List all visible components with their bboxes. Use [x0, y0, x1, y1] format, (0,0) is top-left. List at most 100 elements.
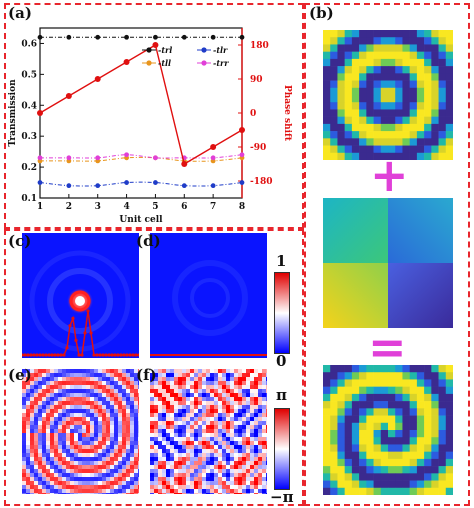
phase-cell — [58, 373, 62, 377]
phase-cell — [126, 493, 130, 494]
phase-cell — [122, 489, 126, 493]
phase-cell — [202, 473, 206, 477]
phase-cell — [254, 425, 258, 429]
phase-cell — [34, 461, 38, 465]
phase-cell — [54, 425, 58, 429]
phase-cell — [186, 437, 190, 441]
phase-cell — [74, 465, 78, 469]
phase-cell — [214, 417, 218, 421]
meta-atom — [409, 401, 418, 409]
meta-atom — [409, 415, 418, 424]
phase-cell — [150, 465, 154, 469]
meta-atom — [337, 415, 345, 424]
phase-cell — [150, 393, 154, 397]
phase-cell — [110, 401, 114, 405]
phase-cell — [78, 417, 82, 421]
meta-atom — [380, 138, 389, 146]
phase-cell — [254, 405, 258, 409]
phase-cell — [106, 393, 110, 397]
meta-atom — [380, 102, 389, 110]
phase-cell — [186, 385, 190, 389]
phase-cell — [30, 381, 34, 385]
meta-atom — [424, 109, 432, 117]
meta-atom — [416, 58, 425, 67]
meta-atom — [366, 401, 374, 409]
phase-cell — [126, 413, 130, 417]
phase-cell — [118, 425, 122, 429]
phase-cell — [250, 389, 254, 393]
phase-cell — [26, 489, 30, 493]
phase-cell — [50, 393, 54, 397]
phase-cell — [38, 401, 42, 405]
phase-cell — [34, 369, 38, 373]
meta-atom — [438, 145, 447, 154]
phase-cell — [26, 393, 30, 397]
phase-cell — [234, 373, 238, 377]
meta-atom — [380, 44, 389, 52]
meta-atom — [366, 116, 374, 125]
meta-atom — [402, 480, 410, 489]
meta-atom — [359, 444, 367, 452]
phase-cell — [170, 469, 174, 473]
phase-cell — [106, 493, 110, 494]
meta-atom — [445, 458, 453, 467]
phase-cell — [98, 477, 102, 481]
phase-cell — [90, 389, 94, 393]
phase-cell — [126, 433, 130, 437]
meta-atom — [359, 123, 367, 132]
meta-atom — [402, 430, 410, 438]
phase-cell — [222, 389, 226, 393]
phase-cell — [50, 413, 54, 417]
phase-cell — [258, 405, 262, 409]
phase-cell — [130, 405, 134, 409]
phase-cell — [94, 489, 98, 493]
phase-cell — [62, 393, 66, 397]
phase-cell — [210, 429, 214, 433]
phase-cell — [194, 481, 198, 485]
meta-atom — [402, 451, 410, 460]
meta-atom — [323, 422, 331, 431]
meta-atom — [323, 466, 331, 474]
phase-cell — [186, 405, 190, 409]
phase-cell — [166, 469, 170, 473]
phase-cell — [214, 481, 218, 485]
phase-cell — [110, 493, 114, 494]
legend-marker — [201, 60, 207, 66]
meta-atom — [438, 415, 447, 424]
phase-cell — [250, 433, 254, 437]
meta-atom — [351, 51, 360, 60]
phase-cell — [82, 481, 86, 485]
phase-cell — [42, 465, 46, 469]
meta-atom — [395, 458, 403, 467]
phase-cell — [210, 385, 214, 389]
profile-point — [128, 353, 132, 357]
phase-cell — [118, 417, 122, 421]
phase-cell — [178, 433, 182, 437]
phase-cell — [230, 477, 234, 481]
meta-atom — [438, 473, 447, 481]
meta-atom — [380, 37, 389, 45]
profile-point — [29, 353, 33, 357]
phase-cell — [182, 477, 186, 481]
phase-cell — [242, 385, 246, 389]
meta-atom — [445, 422, 453, 431]
phase-cell — [250, 465, 254, 469]
data-point-trl — [124, 34, 129, 40]
phase-cell — [78, 449, 82, 453]
phase-cell — [166, 485, 170, 489]
phase-cell — [98, 457, 102, 461]
phase-cell — [242, 465, 246, 469]
phase-cell — [170, 461, 174, 465]
profile-point — [92, 353, 96, 357]
phase-cell — [186, 409, 190, 413]
phase-cell — [178, 397, 182, 401]
phase-cell — [206, 433, 210, 437]
phase-cell — [174, 397, 178, 401]
phase-cell — [162, 429, 166, 433]
phase-cell — [58, 465, 62, 469]
phase-cell — [74, 437, 78, 441]
phase-cell — [130, 377, 134, 381]
phase-cell — [162, 493, 166, 494]
profile-point — [116, 353, 120, 357]
phase-cell — [266, 373, 267, 377]
